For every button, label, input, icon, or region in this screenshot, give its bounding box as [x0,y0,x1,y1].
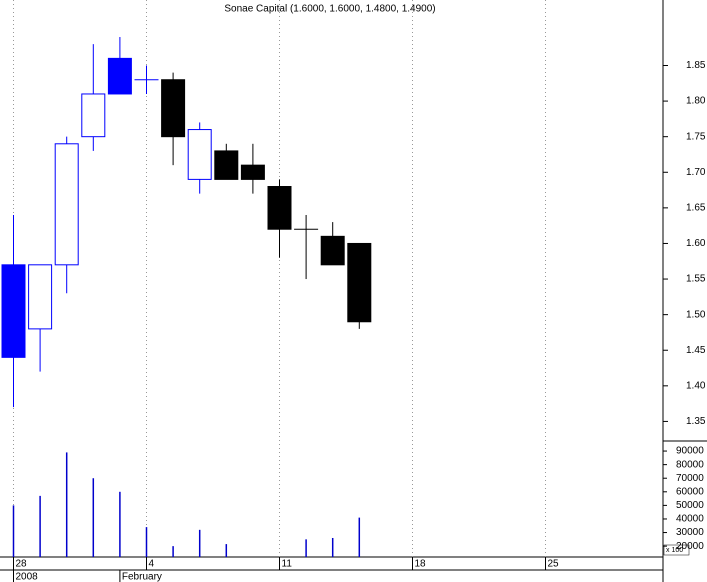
y-tick-label: 80000 [676,459,704,470]
period-label: February [122,572,162,582]
candle-body [320,235,345,266]
y-tick-label: 60000 [676,486,704,497]
y-tick-label: 1.65 [686,203,706,214]
y-tick-label: 1.75 [686,131,706,142]
x-tick-label: 25 [548,559,560,570]
candle-body [1,264,26,358]
x-tick-label: 28 [16,559,28,570]
y-tick-label: 1.85 [686,60,706,71]
candle-body [267,186,292,230]
y-tick-label: 1.50 [686,309,706,320]
scale-box [663,544,690,556]
candle-body [240,164,265,180]
y-tick-label: 1.60 [686,238,706,249]
x-tick-label: 4 [149,559,155,570]
candle-body [28,264,53,330]
y-tick-label: 30000 [676,527,704,538]
candle-body [107,57,132,95]
y-tick-label: 70000 [676,473,704,484]
x-tick-label: 18 [415,559,427,570]
y-tick-label: 90000 [676,446,704,457]
candle-body [81,93,106,138]
candle-body [54,143,79,266]
candle-body [161,79,186,138]
y-tick-label: 20000 [676,541,704,552]
y-tick-label: 1.80 [686,96,706,107]
period-label: 2008 [16,572,39,582]
y-tick-label: 1.55 [686,274,706,285]
y-tick-label: 1.70 [686,167,706,178]
scale-label: x 100 [666,547,683,554]
chart-title: Sonae Capital (1.6000, 1.6000, 1.4800, 1… [224,4,435,15]
y-tick-label: 40000 [676,514,704,525]
candle-body [214,150,239,180]
candle-body [347,242,372,323]
y-tick-label: 1.35 [686,416,706,427]
x-tick-label: 11 [282,559,293,570]
y-tick-label: 1.40 [686,380,706,391]
candle-body [187,129,212,180]
y-tick-label: 1.45 [686,345,706,356]
y-tick-label: 50000 [676,500,704,511]
